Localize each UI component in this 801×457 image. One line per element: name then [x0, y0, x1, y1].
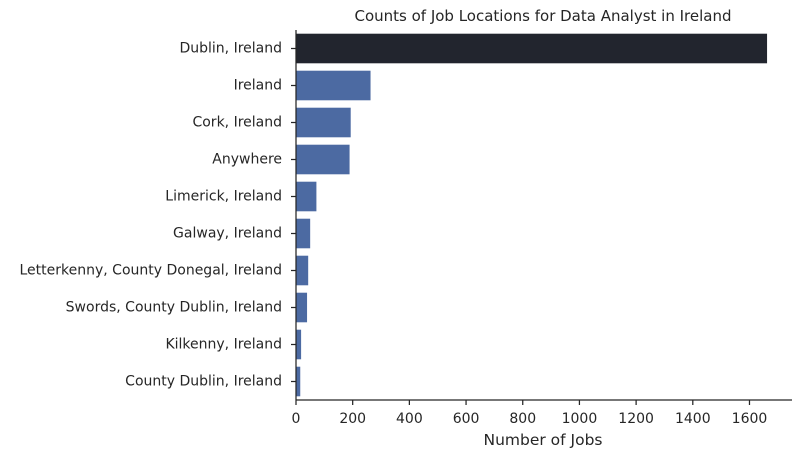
bar-4	[296, 181, 317, 212]
x-tick-label: 600	[453, 411, 480, 427]
y-axis-ticks: Dublin, Ireland Ireland Cork, Ireland Anywh…	[20, 41, 296, 390]
y-tick-label: Galway, Ireland	[173, 226, 282, 242]
bar-6	[296, 255, 309, 286]
x-tick-label: 1400	[675, 411, 711, 427]
x-tick-label: 200	[339, 411, 366, 427]
y-tick-label: County Dublin, Ireland	[125, 374, 282, 390]
x-axis-title: Number of Jobs	[483, 431, 602, 449]
bar-9	[296, 366, 301, 397]
y-tick-label: Letterkenny, County Donegal, Ireland	[20, 263, 283, 279]
x-tick-label: 800	[509, 411, 536, 427]
y-tick-label: Limerick, Ireland	[165, 189, 282, 205]
x-tick-label: 1200	[618, 411, 654, 427]
bar-1	[296, 70, 371, 101]
bar-0	[296, 33, 768, 64]
bar-2	[296, 107, 351, 138]
x-tick-label: 0	[292, 411, 301, 427]
y-tick-label: Swords, County Dublin, Ireland	[66, 300, 282, 316]
x-tick-label: 1000	[562, 411, 598, 427]
bar-8	[296, 329, 302, 360]
bar-5	[296, 218, 311, 249]
x-axis-ticks: 0 200 400 600 800 1000 1200 1400 1600	[292, 400, 768, 427]
chart-title: Counts of Job Locations for Data Analyst…	[354, 7, 731, 25]
x-tick-label: 400	[396, 411, 423, 427]
bar-7	[296, 292, 308, 323]
y-tick-label: Kilkenny, Ireland	[165, 337, 282, 353]
bar-3	[296, 144, 350, 175]
y-tick-label: Ireland	[234, 78, 282, 94]
y-tick-label: Cork, Ireland	[192, 115, 282, 131]
y-tick-label: Dublin, Ireland	[179, 41, 282, 57]
bars-group	[296, 33, 768, 397]
y-tick-label: Anywhere	[212, 152, 282, 168]
x-tick-label: 1600	[732, 411, 768, 427]
